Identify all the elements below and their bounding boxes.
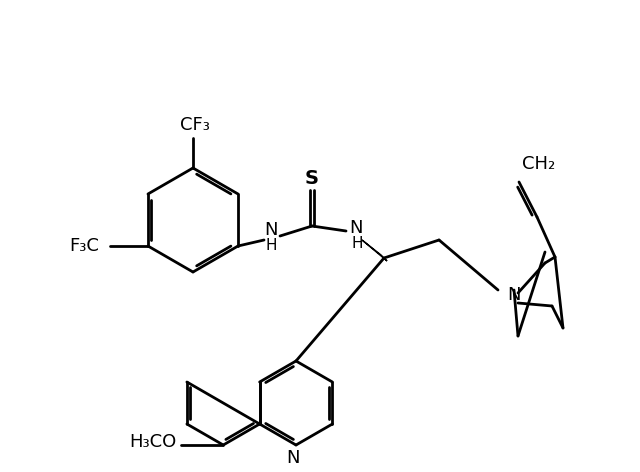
Text: N: N [286,449,300,467]
Text: CH₂: CH₂ [522,155,556,173]
Text: N: N [264,221,278,239]
Text: N: N [349,219,363,237]
Polygon shape [362,240,387,261]
Text: CF₃: CF₃ [180,116,210,134]
Text: F₃C: F₃C [69,237,99,255]
Text: H: H [351,236,363,251]
Text: S: S [305,169,319,187]
Text: N: N [508,286,521,304]
Text: H: H [266,237,276,253]
Text: H₃CO: H₃CO [130,433,177,451]
